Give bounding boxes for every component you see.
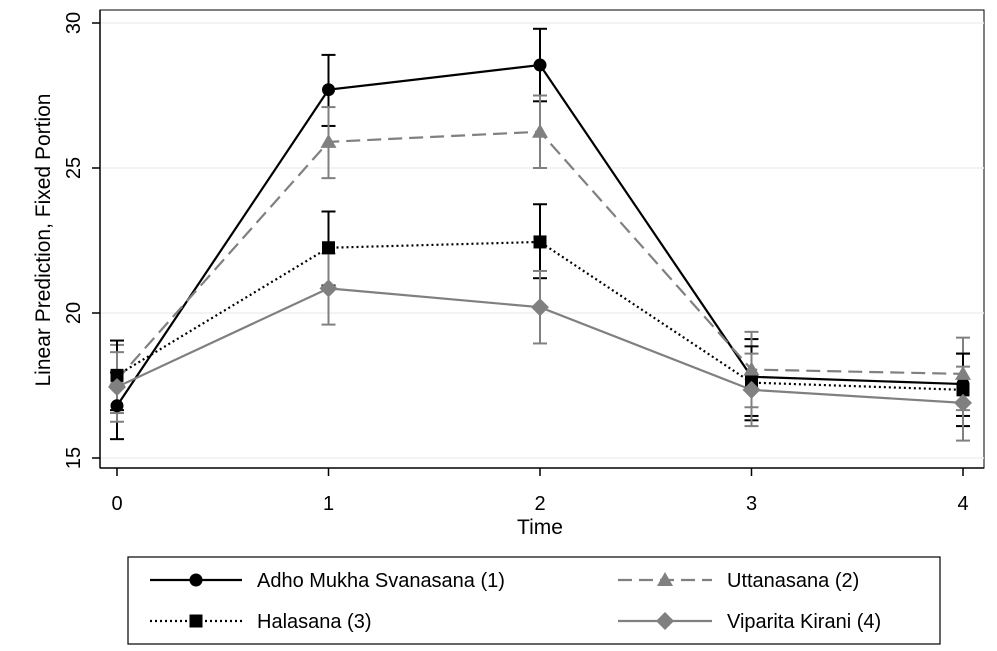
data-point xyxy=(319,279,338,298)
legend-label: Uttanasana (2) xyxy=(727,570,859,592)
y-tick-label: 25 xyxy=(63,157,85,179)
x-tick-label: 4 xyxy=(957,493,968,515)
legend-item-4: Viparita Kirani (4) xyxy=(618,611,881,633)
data-point xyxy=(531,298,549,317)
legend-marker xyxy=(189,614,203,628)
series-layer xyxy=(108,27,972,442)
legend-label: Halasana (3) xyxy=(257,611,372,633)
legend: Adho Mukha Svanasana (1) Uttanasana (2) Ha… xyxy=(150,570,881,633)
data-point xyxy=(320,133,337,148)
legend-item-2: Uttanasana (2) xyxy=(618,570,859,592)
y-tick-label: 15 xyxy=(63,447,85,469)
data-point xyxy=(108,377,126,396)
series-4 xyxy=(108,279,972,412)
legend-item-3: Halasana (3) xyxy=(150,611,372,633)
data-point xyxy=(533,58,547,72)
legend-marker xyxy=(657,572,673,586)
data-point xyxy=(110,399,124,413)
data-point xyxy=(110,368,124,382)
x-tick-label: 3 xyxy=(746,493,757,515)
y-tick-label: 20 xyxy=(63,302,85,324)
y-tick-label: 30 xyxy=(63,12,85,34)
data-point xyxy=(956,383,970,397)
data-point xyxy=(532,123,548,138)
data-point xyxy=(743,361,760,376)
legend-marker xyxy=(189,573,203,587)
data-point xyxy=(955,365,971,380)
legend-item-1: Adho Mukha Svanasana (1) xyxy=(150,570,505,592)
x-tick-label: 0 xyxy=(111,493,122,515)
data-point xyxy=(322,83,335,97)
legend-box xyxy=(127,556,941,645)
x-tick-label: 1 xyxy=(323,493,334,515)
data-point xyxy=(954,393,972,412)
x-tick-label: 2 xyxy=(534,493,545,515)
data-point xyxy=(533,235,547,249)
data-point xyxy=(742,380,761,399)
legend-marker xyxy=(656,612,674,630)
data-point xyxy=(322,241,335,255)
axes: 15 20 25 30 0 1 2 3 4 xyxy=(63,12,969,515)
x-axis-label: Time xyxy=(517,516,563,539)
legend-label: Adho Mukha Svanasana (1) xyxy=(257,570,505,592)
y-axis-label: Linear Prediction, Fixed Portion xyxy=(32,94,55,387)
legend-label: Viparita Kirani (4) xyxy=(727,611,881,633)
